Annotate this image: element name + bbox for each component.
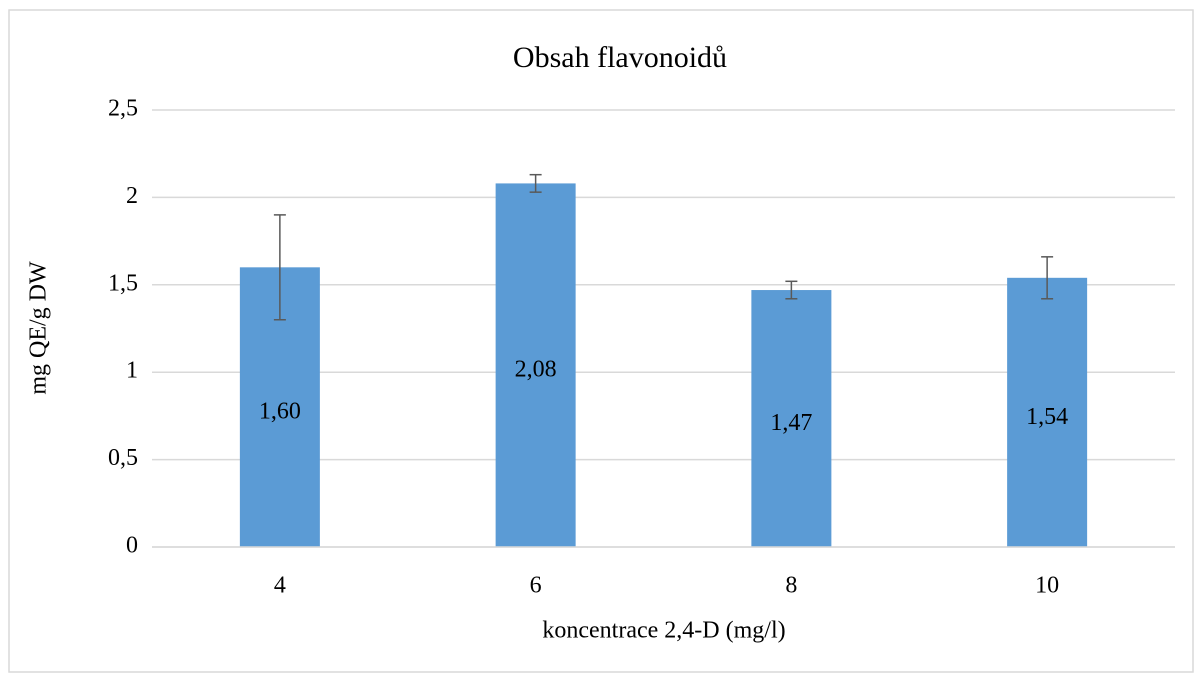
x-tick-label: 10	[1035, 573, 1059, 599]
bar	[751, 290, 832, 547]
x-axis-label: koncentrace 2,4-D (mg/l)	[542, 618, 785, 644]
error-bar	[273, 214, 286, 321]
error-bar	[785, 280, 798, 300]
y-tick-label: 1,5	[108, 270, 138, 296]
error-bar	[1041, 256, 1054, 300]
y-tick-label: 0,5	[108, 445, 138, 471]
chart-title: Obsah flavonoidů	[513, 41, 727, 74]
error-bar	[529, 173, 542, 193]
y-axis-label: mg QE/g DW	[26, 261, 52, 395]
bar	[495, 183, 576, 547]
y-tick-label: 0	[126, 533, 138, 559]
x-tick-label: 8	[785, 573, 797, 599]
x-tick-label: 4	[274, 573, 286, 599]
data-label: 1,60	[259, 399, 301, 425]
chart-border	[8, 9, 1194, 673]
bar	[1007, 277, 1088, 547]
y-tick-label: 2,5	[108, 96, 138, 122]
y-tick-label: 1	[126, 358, 138, 384]
x-tick-label: 6	[530, 573, 542, 599]
y-tick-label: 2	[126, 183, 138, 209]
data-label: 2,08	[515, 357, 557, 383]
data-label: 1,47	[770, 410, 812, 436]
data-label: 1,54	[1026, 404, 1068, 430]
